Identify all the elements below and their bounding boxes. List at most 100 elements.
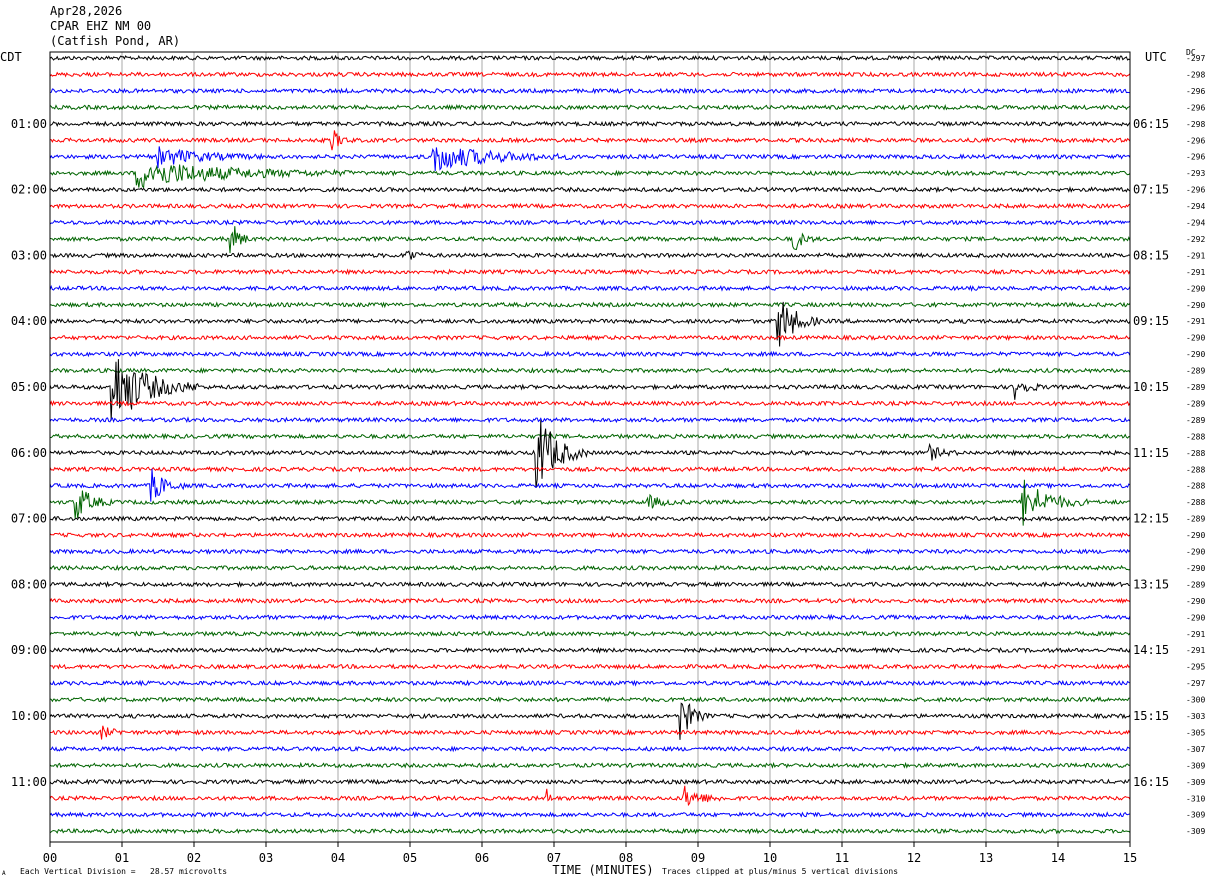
dc-offset-label: -289 — [1186, 580, 1205, 589]
cdt-time-label: 03:00 — [11, 248, 47, 262]
seismic-trace — [49, 250, 1131, 260]
seismic-trace — [49, 761, 1131, 769]
dc-offset-label: -288 — [1186, 498, 1205, 507]
x-tick-label: 13 — [979, 851, 993, 865]
cdt-time-label: 07:00 — [11, 512, 47, 526]
cdt-time-label: 10:00 — [11, 709, 47, 723]
cdt-time-label: 08:00 — [11, 577, 47, 591]
utc-time-label: 08:15 — [1133, 248, 1169, 262]
dc-offset-label: -307 — [1186, 745, 1205, 754]
seismic-trace — [49, 350, 1131, 358]
x-axis-label: TIME (MINUTES) — [552, 863, 653, 877]
dc-offset-label: -291 — [1186, 646, 1205, 655]
seismic-trace — [49, 301, 1131, 309]
seismic-trace — [49, 745, 1131, 753]
seismic-trace — [49, 218, 1131, 227]
grid-lines — [121, 52, 1059, 842]
cdt-time-label: 06:00 — [11, 446, 47, 460]
seismic-trace — [49, 811, 1131, 819]
x-tick-label: 12 — [907, 851, 921, 865]
cdt-time-label: 09:00 — [11, 643, 47, 657]
utc-time-label: 11:15 — [1133, 446, 1169, 460]
dc-offset-label: -291 — [1186, 268, 1205, 277]
dc-offset-label: -309 — [1186, 761, 1205, 770]
dc-offset-label: -292 — [1186, 235, 1205, 244]
dc-offset-label: -296 — [1186, 153, 1205, 162]
utc-time-label: 10:15 — [1133, 380, 1169, 394]
x-tick-label: 08 — [619, 851, 633, 865]
dc-offset-label: -289 — [1186, 416, 1205, 425]
x-tick-label: 07 — [547, 851, 561, 865]
dc-offset-label: -288 — [1186, 482, 1205, 491]
seismic-trace — [49, 564, 1131, 572]
dc-offset-label: -310 — [1186, 794, 1205, 803]
seismic-trace — [49, 515, 1131, 522]
seismic-trace — [49, 630, 1131, 638]
seismic-trace — [49, 827, 1131, 835]
seismic-trace — [49, 226, 1131, 254]
dc-offset-label: -305 — [1186, 728, 1205, 737]
dc-offset-label: -290 — [1186, 284, 1205, 293]
plot-date: Apr28,2026 — [50, 4, 123, 18]
seismic-trace — [49, 146, 1131, 172]
seismic-trace — [49, 130, 1131, 151]
dc-offset-label: -303 — [1186, 712, 1205, 721]
dc-offset-label: -288 — [1186, 449, 1205, 458]
dc-offset-label: -291 — [1186, 630, 1205, 639]
cdt-time-label: 05:00 — [11, 380, 47, 394]
seismic-trace — [49, 531, 1131, 539]
dc-offset-label: -290 — [1186, 564, 1205, 573]
seismic-trace — [49, 679, 1131, 687]
station-location: (Catfish Pond, AR) — [50, 34, 181, 48]
seismic-trace — [49, 301, 1131, 347]
utc-time-label: 16:15 — [1133, 775, 1169, 789]
utc-time-label: 12:15 — [1133, 512, 1169, 526]
dc-offset-label: -290 — [1186, 350, 1205, 359]
utc-time-label: 06:15 — [1133, 117, 1169, 131]
plot-frame — [49, 51, 1131, 843]
seismic-trace — [49, 202, 1131, 210]
dc-offset-label: -294 — [1186, 219, 1205, 228]
dc-offset-label: -290 — [1186, 548, 1205, 557]
x-tick-label: 01 — [115, 851, 129, 865]
right-timezone-label: UTC — [1145, 50, 1167, 64]
dc-offset-label: -289 — [1186, 383, 1205, 392]
x-tick-label: 03 — [259, 851, 273, 865]
dc-offset-label: -294 — [1186, 202, 1205, 211]
dc-label: DC — [1186, 48, 1196, 57]
dc-offset-label: -291 — [1186, 251, 1205, 260]
trace-group — [49, 54, 1131, 835]
seismic-trace — [49, 399, 1131, 407]
seismic-trace — [49, 778, 1131, 786]
cdt-time-label: 02:00 — [11, 183, 47, 197]
dc-offset-label: -296 — [1186, 136, 1205, 145]
seismic-trace — [49, 103, 1131, 111]
seismic-trace — [49, 663, 1131, 671]
cdt-time-label: 04:00 — [11, 314, 47, 328]
seismic-trace — [49, 334, 1131, 342]
utc-time-label: 15:15 — [1133, 709, 1169, 723]
seismic-trace — [49, 465, 1131, 473]
seismic-trace — [49, 597, 1131, 605]
seismic-trace — [49, 54, 1131, 62]
dc-offset-label: -296 — [1186, 87, 1205, 96]
dc-offset-label: -290 — [1186, 301, 1205, 310]
left-timezone-label: CDT — [0, 50, 22, 64]
station-code: CPAR EHZ NM 00 — [50, 19, 152, 33]
x-tick-label: 05 — [403, 851, 417, 865]
corner-mark: A — [2, 870, 6, 877]
dc-offset-label: -289 — [1186, 367, 1205, 376]
seismic-trace — [49, 87, 1131, 95]
dc-offset-label: -309 — [1186, 827, 1205, 836]
dc-offset-label: -288 — [1186, 465, 1205, 474]
cdt-time-label: 11:00 — [11, 775, 47, 789]
seismic-trace — [49, 696, 1131, 703]
utc-time-label: 13:15 — [1133, 577, 1169, 591]
x-tick-label: 15 — [1123, 851, 1137, 865]
seismic-trace — [49, 479, 1131, 526]
seismic-trace — [49, 468, 1131, 502]
clip-note: Traces clipped at plus/minus 5 vertical … — [662, 867, 899, 876]
dc-offset-label: -300 — [1186, 696, 1205, 705]
utc-time-label: 07:15 — [1133, 183, 1169, 197]
